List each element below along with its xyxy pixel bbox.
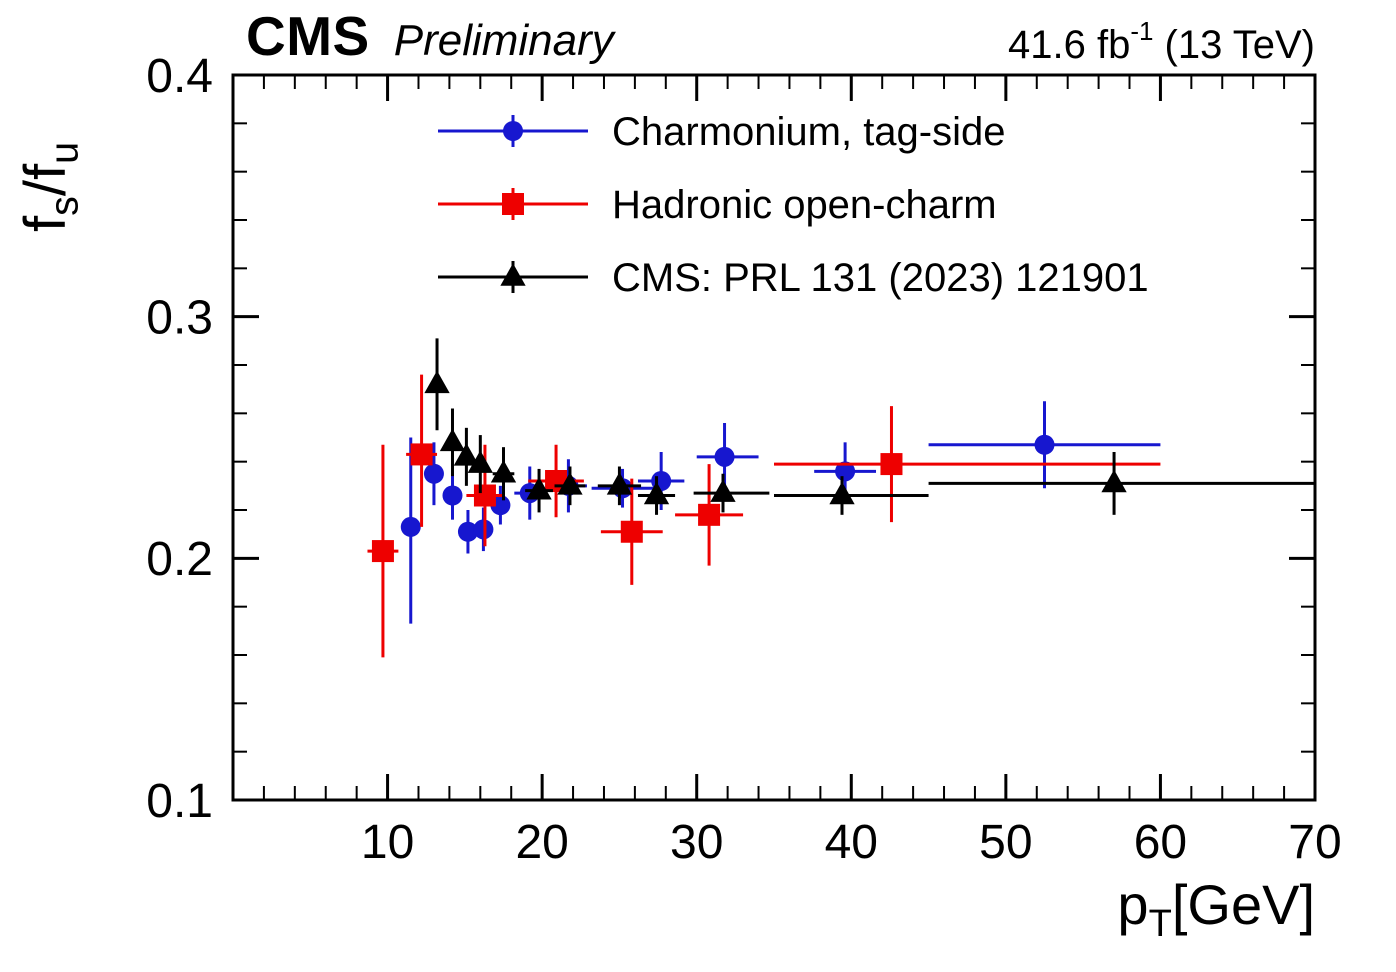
legend-entry-0: Charmonium, tag-side: [438, 110, 1006, 154]
lumi-value: 41.6 fb: [1007, 23, 1131, 67]
data-point-marker: [453, 443, 480, 466]
x-tick-label: 50: [979, 816, 1032, 869]
data-point-marker: [698, 503, 721, 526]
y-tick-label: 0.4: [146, 50, 213, 103]
x-tick-label: 30: [670, 816, 723, 869]
legend-entry-2: CMS: PRL 131 (2023) 121901: [438, 256, 1149, 300]
legend: Charmonium, tag-side Hadronic open-charm C…: [438, 110, 1149, 300]
data-point-marker: [473, 519, 494, 540]
data-point-marker: [643, 481, 670, 505]
x-tick-label: 20: [515, 816, 568, 869]
data-point-marker: [490, 460, 517, 483]
data-point-marker: [714, 446, 735, 467]
x-tick-label: 60: [1134, 816, 1187, 869]
series-2: [424, 338, 1315, 515]
data-point-marker: [606, 472, 633, 495]
legend-marker: [502, 193, 524, 215]
y-tick-label: 0.3: [146, 291, 213, 344]
data-point-marker: [467, 450, 493, 473]
data-point-marker: [710, 479, 736, 502]
axis-tick-labels: 10 20 30 40 50 60 70 0.1 0.2 0.3 0.4: [146, 50, 1341, 869]
x-tick-label: 10: [361, 816, 414, 869]
y-tick-label: 0.1: [146, 775, 213, 828]
lumi-exponent: -1: [1130, 16, 1154, 46]
x-axis-title: pT[GeV]: [1117, 872, 1315, 946]
data-point-marker: [400, 516, 421, 537]
data-point-marker: [410, 443, 433, 466]
data-point-marker: [424, 370, 450, 394]
legend-label: Hadronic open-charm: [612, 183, 997, 227]
x-title-p: p: [1117, 873, 1149, 936]
data-point-marker: [423, 463, 444, 484]
y-tick-label: 0.2: [146, 533, 213, 586]
data-point-marker: [371, 540, 394, 563]
lumi-energy: (13 TeV): [1153, 23, 1315, 67]
data-point-marker: [457, 521, 478, 542]
series-0: [400, 401, 1161, 624]
data-point-marker: [835, 461, 856, 482]
data-point-marker: [473, 484, 496, 507]
data-point-marker: [442, 485, 463, 506]
legend-marker: [503, 121, 523, 141]
experiment-label: CMS: [246, 5, 370, 67]
luminosity-label: 41.6 fb-1 (13 TeV): [1008, 16, 1315, 68]
data-point-marker: [1101, 469, 1127, 493]
legend-label: CMS: PRL 131 (2023) 121901: [612, 256, 1149, 300]
legend-entry-1: Hadronic open-charm: [438, 183, 997, 227]
series-1: [367, 374, 1161, 658]
data-point-marker: [1034, 434, 1055, 455]
y-title-f2: /f: [13, 163, 78, 197]
plot-frame: [231, 73, 1317, 802]
data-point-marker: [829, 481, 855, 505]
data-point-marker: [439, 428, 466, 452]
y-axis-title: fs/fu: [12, 142, 88, 232]
preliminary-label: Preliminary: [393, 16, 614, 65]
data-point-marker: [557, 472, 583, 495]
legend-marker: [500, 263, 526, 286]
x-tick-label: 70: [1288, 816, 1341, 869]
axis-ticks: [233, 73, 1315, 802]
data-point-marker: [526, 476, 552, 500]
y-title-sub-s: s: [42, 196, 87, 216]
x-title-sub-t: T: [1148, 903, 1172, 946]
header-left: CMS Preliminary: [246, 4, 614, 68]
data-point-marker: [880, 453, 903, 476]
x-title-unit: [GeV]: [1171, 873, 1315, 936]
y-title-sub-u: u: [42, 141, 87, 164]
data-point-marker: [620, 520, 643, 543]
y-title-f1: f: [13, 215, 78, 232]
x-tick-label: 40: [825, 816, 878, 869]
legend-label: Charmonium, tag-side: [612, 110, 1006, 154]
